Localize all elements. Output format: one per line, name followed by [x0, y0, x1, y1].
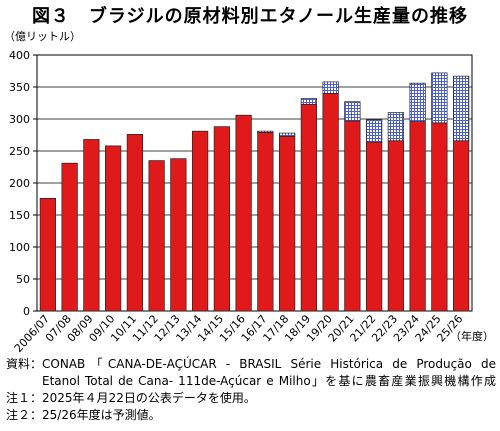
bar-corn — [279, 132, 296, 137]
footnotes: 資料： CONAB「CANA-DE-AÇÚCAR - BRASIL Série … — [6, 356, 496, 424]
x-axis-label: （年度） — [450, 329, 494, 343]
source-line-1: CONAB「CANA-DE-AÇÚCAR - BRASIL Série Hist… — [42, 357, 496, 371]
y-tick-label: 200 — [9, 177, 30, 190]
bar-sugarcane — [39, 198, 56, 312]
note-2-label: 注２： — [6, 408, 43, 422]
bar-sugarcane — [366, 141, 383, 312]
y-axis-label: （億リットル） — [4, 30, 81, 43]
note-2-text: 25/26年度は予測値。 — [42, 408, 161, 422]
source-note: 資料： CONAB「CANA-DE-AÇÚCAR - BRASIL Série … — [6, 356, 496, 390]
bar-corn — [366, 119, 383, 143]
y-tick-label: 0 — [23, 305, 30, 318]
bar-sugarcane — [192, 130, 209, 312]
bar-corn — [453, 75, 470, 142]
bar-sugarcane — [387, 140, 404, 312]
bar-corn — [409, 82, 426, 122]
bar-sugarcane — [61, 162, 78, 312]
y-tick-label: 100 — [9, 241, 30, 254]
bar-sugarcane — [300, 103, 317, 312]
bar-sugarcane — [213, 126, 230, 312]
bar-sugarcane — [235, 114, 252, 312]
note-1: 注１： 2025年４月22日の公表データを使用。 — [6, 390, 496, 407]
y-tick-label: 50 — [16, 273, 30, 286]
bar-corn — [300, 98, 317, 105]
bar-sugarcane — [105, 145, 122, 312]
bar-sugarcane — [322, 93, 339, 312]
bar-sugarcane — [83, 139, 100, 312]
y-tick-label: 300 — [9, 113, 30, 126]
bar-chart: 050100150200250300350400（億リットル）2006/0707… — [4, 30, 494, 355]
bar-corn — [257, 130, 274, 133]
y-tick-label: 400 — [9, 49, 30, 62]
bar-sugarcane — [344, 120, 361, 312]
note-1-text: 2025年４月22日の公表データを使用。 — [42, 391, 256, 405]
bar-sugarcane — [148, 160, 165, 312]
bar-sugarcane — [126, 134, 143, 312]
note-2: 注２： 25/26年度は予測値。 — [6, 407, 496, 424]
bar-sugarcane — [257, 132, 274, 312]
y-tick-label: 350 — [9, 81, 30, 94]
bar-sugarcane — [453, 140, 470, 312]
bar-sugarcane — [409, 121, 426, 312]
bar-corn — [431, 72, 448, 124]
note-1-label: 注１： — [6, 391, 43, 405]
source-line-2: Etanol Total de Cana- 111de-Açúcar e Mil… — [42, 374, 496, 388]
source-label: 資料： — [6, 357, 43, 371]
bar-sugarcane — [170, 158, 187, 312]
y-tick-label: 150 — [9, 209, 30, 222]
bar-sugarcane — [431, 122, 448, 312]
y-tick-label: 250 — [9, 145, 30, 158]
bar-corn — [344, 101, 361, 122]
bar-sugarcane — [279, 135, 296, 312]
bar-corn — [322, 81, 339, 94]
chart-title: 図３ ブラジルの原材料別エタノール生産量の推移 — [31, 6, 469, 27]
bar-corn — [387, 112, 404, 142]
